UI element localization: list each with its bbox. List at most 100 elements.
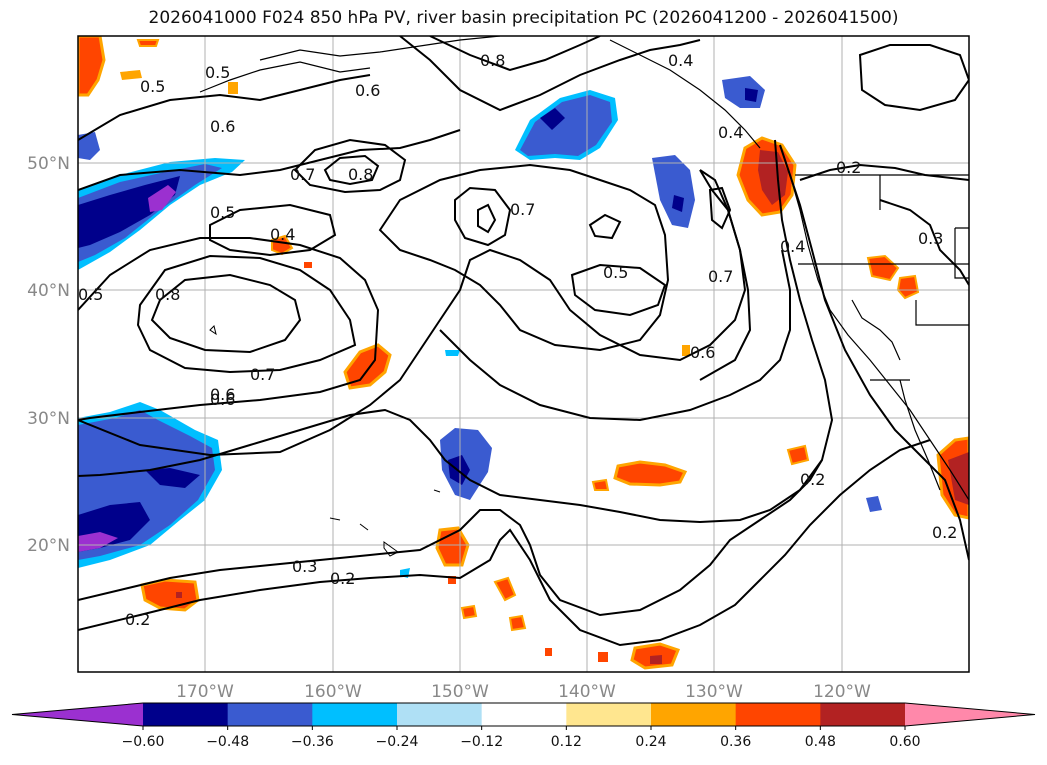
contour-07-north	[293, 138, 407, 194]
contour-05-loop-east	[858, 44, 969, 112]
colorbar-bin	[820, 703, 906, 726]
red-area-14n	[460, 604, 478, 620]
contour-label: 0.2	[836, 158, 861, 177]
coastlines	[199, 36, 969, 501]
contour-label: 0.5	[210, 203, 235, 222]
colorbar-tick-label: 0.12	[551, 734, 582, 750]
red-area-42n	[866, 254, 900, 282]
contour-07-east	[699, 169, 752, 381]
colorbar: −0.60 −0.48 −0.36 −0.24 −0.12 0.12 0.24 0.36 0.4…	[11, 702, 1036, 750]
red-area-nw	[78, 36, 106, 97]
colorbar-bin	[735, 703, 821, 726]
contour-05-ring	[570, 263, 667, 317]
contour-label: 0.5	[140, 77, 165, 96]
contour-label: 0.7	[510, 200, 535, 219]
map-frame	[77, 35, 970, 673]
contour-label: 0.2	[800, 470, 825, 489]
red-area-57n-b	[228, 82, 238, 94]
contour-08-north	[323, 154, 380, 186]
colorbar-extend-min	[12, 703, 143, 726]
red-area-small-1	[545, 648, 552, 656]
contour-05-central	[378, 163, 670, 352]
red-area-small-3	[304, 262, 312, 268]
contour-label: 0.4	[668, 51, 693, 70]
lon-label-170w: 170°W	[176, 682, 234, 702]
contour-label: 0.3	[292, 557, 317, 576]
colorbar-tick-label: −0.24	[376, 734, 419, 750]
lon-label-150w: 150°W	[431, 682, 489, 702]
red-area-15n-west-dark	[176, 592, 182, 598]
latitude-labels: 50°N 40°N 30°N 20°N	[27, 154, 70, 556]
lat-label-30n: 30°N	[27, 409, 70, 429]
contour-label: 0.7	[250, 365, 275, 384]
contour-label: 0.5	[603, 263, 628, 282]
contour-label: 0.6	[210, 390, 235, 409]
contour-labels: 0.5 0.5 0.6 0.6 0.4 0.8 0.7 0.8 0.5 0.4 …	[78, 51, 957, 629]
contour-label: 0.4	[270, 225, 295, 244]
contour-07-west	[136, 254, 357, 374]
contour-06-nw	[78, 74, 371, 141]
blue-area-48n	[652, 155, 695, 228]
colorbar-tick-label: −0.60	[122, 734, 165, 750]
lat-label-40n: 40°N	[27, 281, 70, 301]
contour-label: 0.6	[690, 343, 715, 362]
red-area-13n	[508, 614, 527, 632]
blue-area-far-west	[78, 132, 100, 160]
blue-speck-2	[445, 350, 460, 356]
longitude-labels: 170°W 160°W 150°W 140°W 130°W 120°W	[176, 682, 871, 702]
contour-label: 0.6	[210, 385, 235, 404]
contour-07-loop3	[708, 186, 732, 230]
colorbar-tick-label: −0.48	[206, 734, 249, 750]
contour-label: 0.4	[780, 237, 805, 256]
colorbar-tick-label: 0.24	[635, 734, 666, 750]
lat-label-50n: 50°N	[27, 154, 70, 174]
blue-area-56n-dark	[745, 88, 758, 102]
red-area-small-5	[682, 345, 690, 356]
lon-label-130w: 130°W	[685, 682, 743, 702]
red-area-57n	[120, 70, 142, 80]
purple-area-west-25n	[78, 532, 118, 552]
contour-label: 0.5	[78, 285, 103, 304]
contour-04-east	[78, 139, 834, 524]
red-area-44n	[271, 234, 294, 256]
red-area-12n-dark	[650, 655, 662, 664]
red-area-15n-west	[140, 578, 200, 612]
contour-08-top	[429, 36, 601, 72]
red-area-24n	[786, 444, 810, 466]
colorbar-bin	[143, 703, 229, 726]
colorbar-bin	[481, 703, 567, 726]
colorbar-tick-label: −0.12	[460, 734, 503, 750]
blue-area-mid-52n-dark	[540, 108, 565, 130]
islands	[209, 325, 441, 557]
contour-label: 0.8	[155, 285, 180, 304]
contour-label: 0.3	[918, 229, 943, 248]
colorbar-bin	[397, 703, 483, 726]
contour-05-small	[588, 213, 622, 240]
red-area-36n	[343, 343, 392, 390]
contour-04-nw	[399, 36, 701, 112]
lat-label-20n: 20°N	[27, 536, 70, 556]
colorbar-bin	[566, 703, 652, 726]
contour-label: 0.6	[210, 117, 235, 136]
contour-label: 0.7	[708, 267, 733, 286]
gridlines	[78, 36, 969, 672]
contour-03-south	[78, 459, 823, 617]
contour-label: 0.4	[718, 123, 743, 142]
red-area-40n	[896, 274, 920, 300]
darkred-area-pnw	[758, 150, 788, 205]
pv-contours	[78, 36, 969, 647]
colorbar-bin	[651, 703, 737, 726]
red-area-59n	[136, 39, 160, 47]
blue-area-west-25n-dark2	[145, 468, 200, 488]
map-title: 2026041000 F024 850 hPa PV, river basin …	[148, 8, 899, 28]
colorbar-tick-label: 0.36	[720, 734, 751, 750]
red-area-26n	[591, 478, 610, 491]
negative-precip-areas	[78, 76, 882, 578]
contour-02-east	[779, 144, 969, 561]
purple-area-west-50n	[148, 185, 176, 212]
contour-05-loop	[209, 203, 337, 257]
colorbar-bin	[227, 703, 313, 726]
red-area-16n	[493, 576, 517, 602]
blue-area-mid-52n-core	[520, 95, 612, 156]
